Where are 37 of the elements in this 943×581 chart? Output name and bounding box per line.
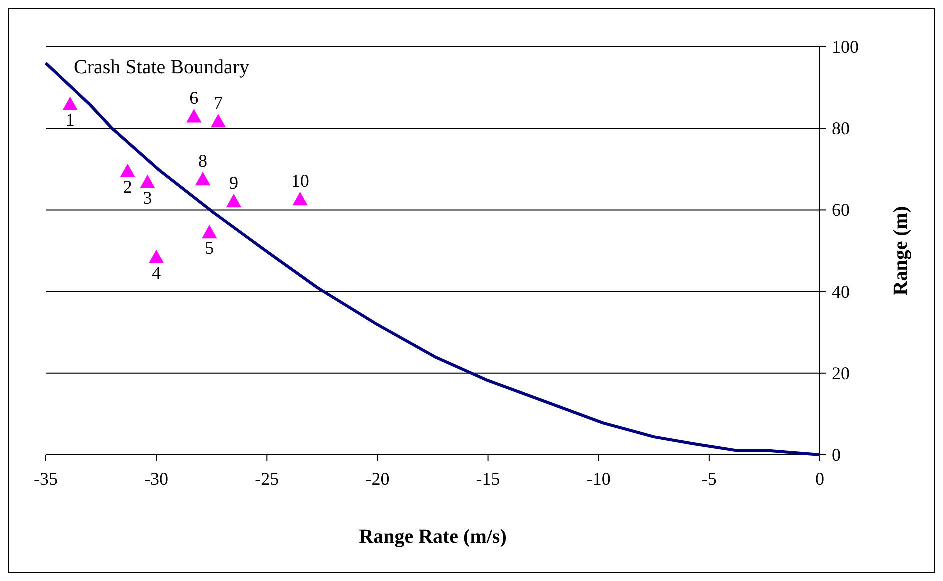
y-tick-label: 100 — [832, 37, 859, 57]
annotation: 6 — [190, 88, 199, 108]
point — [210, 114, 226, 128]
y-tick-label: 60 — [832, 200, 850, 220]
point — [62, 96, 78, 111]
annotation: 4 — [152, 262, 162, 283]
x-axis-title: Range Rate (m/s) — [359, 526, 507, 548]
y-tick-label: 20 — [832, 363, 850, 384]
point — [202, 225, 218, 239]
point — [226, 194, 242, 208]
x-tick-label: -10 — [586, 469, 611, 489]
y-tick-label: 80 — [832, 118, 850, 139]
x-tick-label: -35 — [34, 469, 58, 489]
annotation: 2 — [123, 176, 132, 197]
x-tick-label: 0 — [816, 469, 824, 489]
y-tick-label: 40 — [832, 282, 850, 302]
x-tick-label: -15 — [476, 469, 500, 489]
x-tick-label: -25 — [255, 469, 280, 489]
point — [120, 164, 136, 178]
annotation: 1 — [66, 110, 75, 130]
x-tick-label: -5 — [702, 469, 717, 489]
annotation: 3 — [143, 188, 152, 208]
annotation: 9 — [229, 173, 238, 194]
x-tick-label: -20 — [366, 469, 390, 489]
point — [148, 250, 164, 264]
annotation: 7 — [214, 93, 223, 114]
annotation: 10 — [291, 171, 310, 191]
point — [195, 172, 211, 186]
annotation: Crash State Boundary — [74, 56, 250, 78]
y-axis-title: Range (m) — [890, 206, 912, 296]
point — [186, 109, 202, 123]
point — [140, 174, 156, 188]
annotation: 8 — [198, 151, 208, 172]
x-tick-label: -30 — [144, 469, 169, 489]
point — [292, 192, 308, 206]
y-tick-label: 0 — [832, 445, 841, 465]
annotation: 5 — [205, 238, 214, 258]
